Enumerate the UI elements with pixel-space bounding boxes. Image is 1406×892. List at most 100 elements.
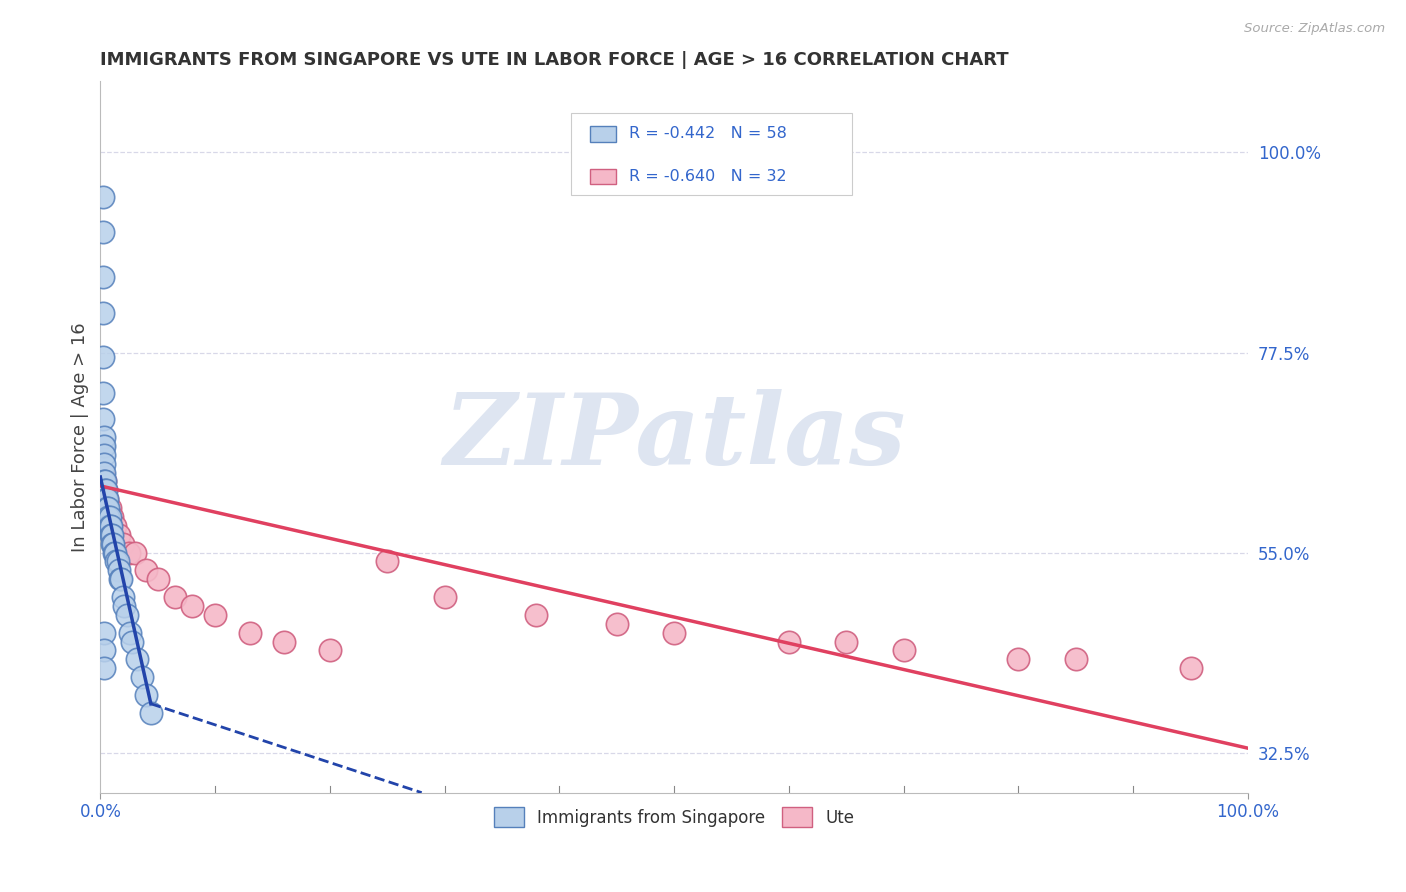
Point — [97, 519, 120, 533]
Point — [96, 492, 118, 507]
Point — [238, 625, 260, 640]
Point — [1213, 804, 1236, 818]
Point — [1180, 661, 1202, 675]
Point — [107, 528, 129, 542]
Point — [118, 545, 141, 559]
Point — [93, 457, 115, 471]
Point — [100, 528, 122, 542]
Point — [97, 510, 120, 524]
Point — [101, 537, 124, 551]
Point — [606, 616, 628, 631]
Point — [104, 519, 127, 533]
Point — [139, 706, 162, 720]
Point — [91, 439, 114, 453]
Point — [124, 545, 146, 559]
Point — [91, 190, 114, 204]
Point — [526, 607, 548, 622]
Point — [100, 519, 122, 533]
Point — [93, 448, 115, 462]
Point — [181, 599, 204, 613]
Point — [110, 572, 132, 586]
Point — [146, 572, 169, 586]
Bar — [591, 126, 616, 142]
Point — [91, 269, 114, 284]
Point — [94, 501, 117, 516]
Point — [114, 599, 136, 613]
Point — [93, 643, 115, 657]
Point — [662, 625, 685, 640]
Text: ZIPatlas: ZIPatlas — [443, 389, 905, 485]
Point — [433, 590, 456, 604]
Point — [112, 537, 135, 551]
Point — [96, 492, 118, 507]
Point — [375, 554, 398, 568]
Point — [319, 643, 342, 657]
Point — [96, 501, 118, 516]
Point — [93, 430, 115, 444]
Point — [94, 483, 117, 498]
Text: R = -0.640   N = 32: R = -0.640 N = 32 — [630, 169, 787, 184]
Point — [893, 643, 915, 657]
Y-axis label: In Labor Force | Age > 16: In Labor Force | Age > 16 — [72, 322, 89, 552]
FancyBboxPatch shape — [571, 113, 852, 195]
Point — [94, 475, 117, 489]
Point — [273, 634, 295, 648]
Point — [94, 492, 117, 507]
Legend: Immigrants from Singapore, Ute: Immigrants from Singapore, Ute — [488, 800, 860, 834]
Point — [135, 563, 157, 577]
Point — [91, 226, 114, 240]
Point — [96, 510, 118, 524]
Point — [94, 510, 117, 524]
Point — [107, 563, 129, 577]
Point — [204, 607, 226, 622]
Point — [93, 483, 115, 498]
Point — [93, 466, 115, 480]
Point — [93, 501, 115, 516]
Point — [91, 385, 114, 400]
Point — [98, 510, 121, 524]
Point — [107, 554, 129, 568]
Point — [115, 607, 138, 622]
Point — [125, 652, 148, 666]
Point — [94, 483, 117, 498]
Point — [104, 545, 127, 559]
Point — [105, 554, 128, 568]
Point — [121, 634, 143, 648]
Point — [1007, 652, 1029, 666]
Point — [101, 510, 124, 524]
Point — [131, 670, 153, 684]
Text: IMMIGRANTS FROM SINGAPORE VS UTE IN LABOR FORCE | AGE > 16 CORRELATION CHART: IMMIGRANTS FROM SINGAPORE VS UTE IN LABO… — [100, 51, 1010, 69]
Point — [91, 350, 114, 364]
Point — [94, 483, 117, 498]
Point — [93, 439, 115, 453]
Point — [91, 466, 114, 480]
Point — [135, 688, 157, 702]
Point — [94, 475, 117, 489]
Point — [94, 510, 117, 524]
Point — [120, 625, 142, 640]
Point — [1064, 652, 1087, 666]
Point — [94, 492, 117, 507]
Point — [94, 501, 117, 516]
Point — [108, 572, 131, 586]
Point — [93, 492, 115, 507]
Point — [98, 501, 121, 516]
Point — [835, 634, 858, 648]
Text: Source: ZipAtlas.com: Source: ZipAtlas.com — [1244, 22, 1385, 36]
Point — [93, 625, 115, 640]
Point — [91, 305, 114, 319]
Point — [97, 501, 120, 516]
Point — [101, 537, 124, 551]
Point — [101, 528, 124, 542]
Point — [778, 634, 800, 648]
Point — [163, 590, 186, 604]
Point — [112, 590, 135, 604]
Point — [93, 475, 115, 489]
Point — [91, 412, 114, 426]
Point — [93, 475, 115, 489]
Point — [93, 661, 115, 675]
Point — [103, 545, 125, 559]
Point — [98, 519, 121, 533]
Bar — [591, 169, 616, 185]
Text: R = -0.442   N = 58: R = -0.442 N = 58 — [630, 127, 787, 142]
